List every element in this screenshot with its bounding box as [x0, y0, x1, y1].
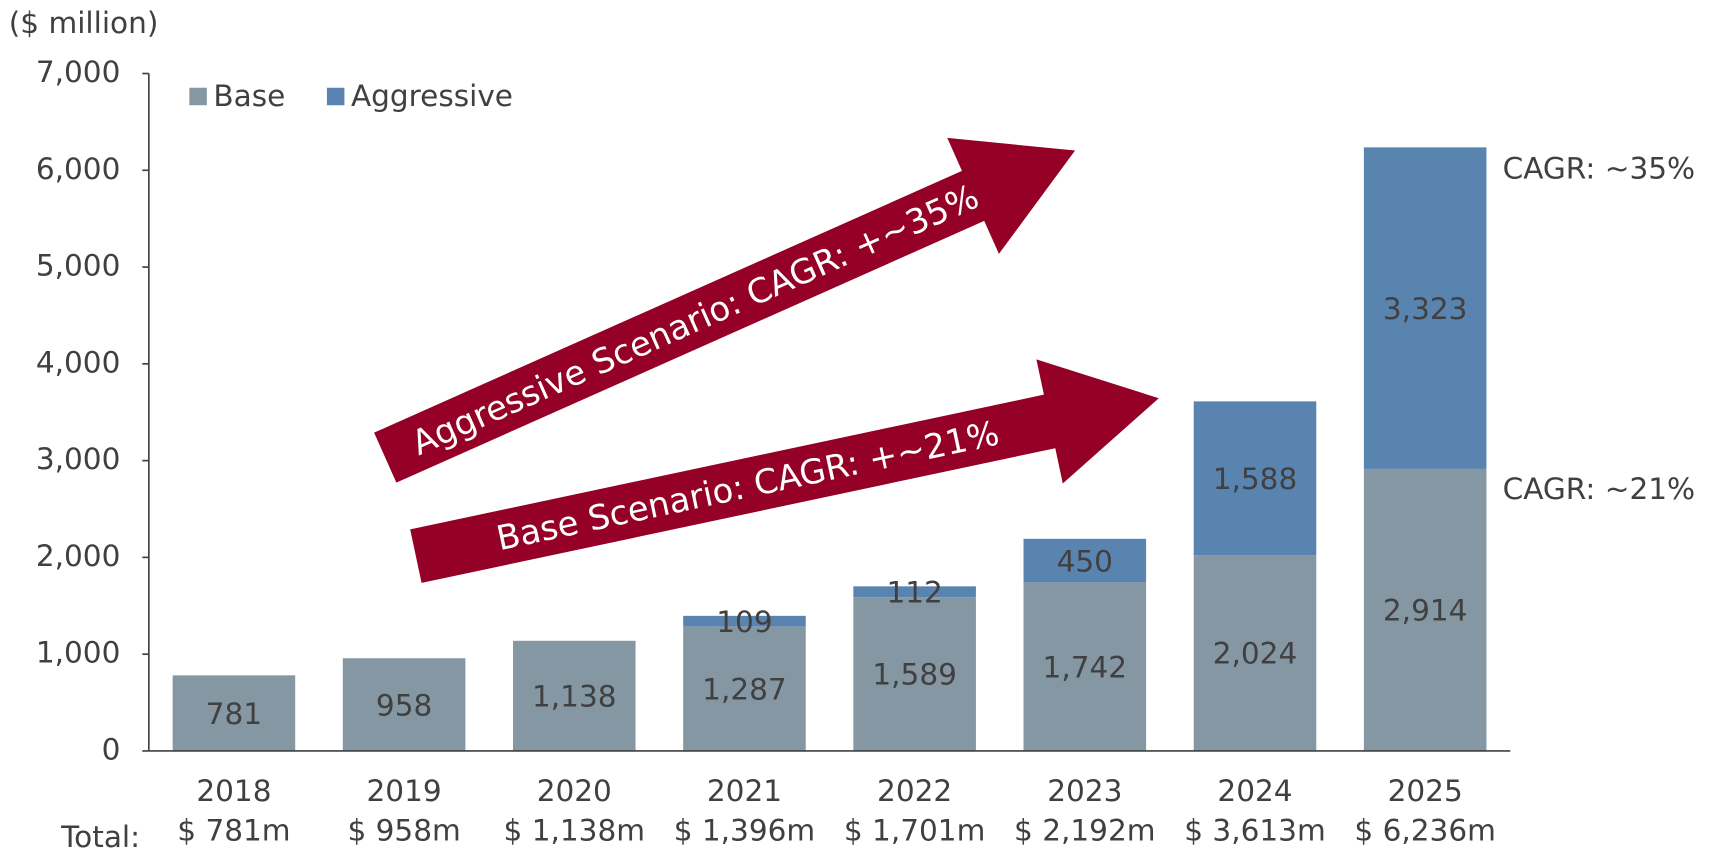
bar-segment — [853, 597, 976, 751]
total-label: $ 2,192m — [1014, 813, 1156, 847]
bar-segment — [683, 626, 806, 751]
total-label: $ 958m — [347, 813, 460, 847]
bar-segment — [1193, 555, 1317, 751]
cagr-annotation: CAGR: ~21% — [1503, 472, 1696, 506]
data-label: 1,588 — [1213, 462, 1298, 496]
bar-segment — [1193, 401, 1317, 556]
y-tick-label: 3,000 — [36, 442, 121, 476]
data-label: 2,914 — [1383, 594, 1468, 628]
y-tick-label: 4,000 — [36, 345, 121, 379]
x-tick-label: 2018 — [196, 774, 271, 808]
total-label: $ 1,396m — [674, 813, 816, 847]
arrow-shape — [410, 359, 1159, 583]
data-label: 1,287 — [702, 672, 787, 706]
unit-label: ($ million) — [9, 6, 159, 40]
x-tick-label: 2023 — [1047, 774, 1122, 808]
x-tick-label: 2022 — [877, 774, 952, 808]
total-title: Total: — [60, 820, 140, 854]
x-tick-label: 2019 — [367, 774, 442, 808]
arrow-shape — [374, 137, 1076, 483]
y-tick-label: 5,000 — [36, 249, 121, 283]
total-label: $ 781m — [177, 813, 290, 847]
bar-segment — [172, 675, 296, 751]
x-tick-label: 2021 — [707, 774, 782, 808]
x-tick-label: 2025 — [1388, 774, 1463, 808]
y-tick-label: 2,000 — [36, 539, 121, 573]
legend-swatch — [189, 87, 207, 106]
total-label: $ 1,701m — [844, 813, 986, 847]
bar-segment — [683, 615, 806, 627]
data-label: 112 — [886, 575, 942, 609]
total-label: $ 3,613m — [1184, 813, 1326, 847]
total-label: $ 1,138m — [504, 813, 645, 847]
data-label: 3,323 — [1383, 292, 1468, 326]
bar-segment — [1023, 582, 1147, 751]
bar-segment — [342, 658, 466, 751]
data-label: 109 — [716, 605, 772, 639]
data-label: 2,024 — [1213, 637, 1298, 671]
data-label: 1,138 — [532, 680, 617, 714]
cagr-annotation: CAGR: ~35% — [1503, 151, 1696, 185]
x-tick-label: 2020 — [537, 774, 612, 808]
y-tick-label: 0 — [102, 732, 121, 766]
arrow-label: Aggressive Scenario: CAGR: +~35% — [406, 177, 984, 463]
y-tick-label: 7,000 — [36, 55, 121, 89]
legend-label: Base — [213, 79, 285, 113]
arrow-label: Base Scenario: CAGR: +~21% — [493, 413, 1002, 558]
data-label: 1,742 — [1043, 650, 1128, 684]
data-label: 1,589 — [872, 658, 957, 692]
y-tick-label: 6,000 — [36, 152, 121, 186]
bar-segment — [1363, 468, 1487, 751]
y-tick-label: 1,000 — [36, 636, 121, 670]
data-label: 781 — [206, 697, 262, 731]
bar-segment — [1023, 538, 1147, 583]
data-label: 958 — [376, 688, 432, 722]
bar-segment — [512, 640, 636, 751]
legend-swatch — [326, 87, 345, 106]
total-label: $ 6,236m — [1354, 813, 1496, 847]
x-tick-label: 2024 — [1217, 774, 1292, 808]
bar-segment — [1363, 147, 1487, 469]
bar-segment — [853, 586, 976, 598]
legend-label: Aggressive — [351, 79, 513, 113]
data-label: 450 — [1057, 544, 1113, 578]
